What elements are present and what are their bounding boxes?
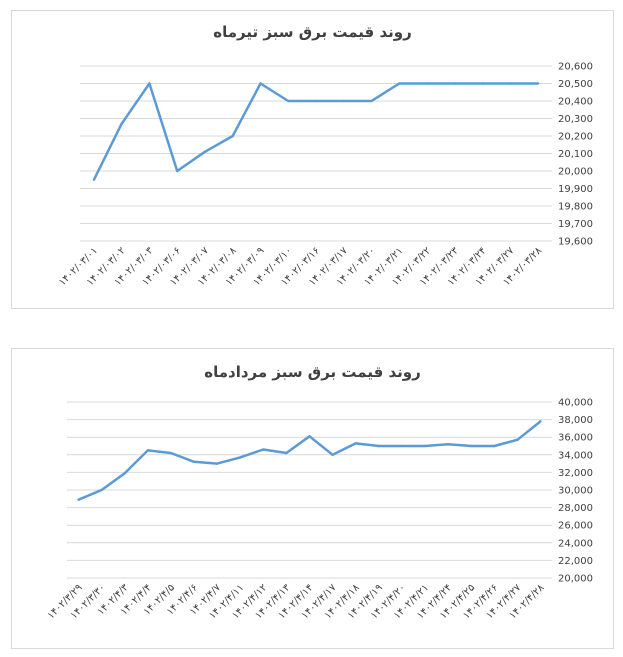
series-line bbox=[92, 82, 539, 181]
data-point bbox=[314, 99, 318, 103]
y-tick-label: 30,000 bbox=[558, 486, 593, 497]
y-tick-label: 20,000 bbox=[558, 167, 593, 178]
data-point bbox=[400, 444, 404, 448]
data-point bbox=[146, 449, 150, 452]
data-point bbox=[148, 82, 151, 85]
data-point bbox=[469, 444, 473, 448]
data-point bbox=[77, 498, 80, 501]
data-point bbox=[331, 453, 334, 456]
y-tick-label: 19,800 bbox=[558, 202, 593, 213]
y-tick-label: 32,000 bbox=[558, 468, 593, 479]
data-point bbox=[481, 82, 484, 85]
chart-mordad: روند قیمت برق سبز مردادماه 20,000 22,000 2… bbox=[11, 348, 614, 649]
data-point bbox=[192, 460, 196, 464]
chart-title: روند قیمت برق سبز تیرماه bbox=[213, 23, 412, 41]
data-point bbox=[215, 462, 219, 465]
y-tick-label: 20,000 bbox=[558, 574, 593, 585]
data-point bbox=[169, 451, 173, 455]
y-tick-label: 22,000 bbox=[558, 556, 593, 567]
y-tick-label: 19,700 bbox=[558, 219, 593, 230]
y-tick-label: 34,000 bbox=[558, 450, 593, 461]
y-tick-label: 20,300 bbox=[558, 114, 593, 125]
y-tick-label: 36,000 bbox=[558, 433, 593, 444]
data-point bbox=[453, 82, 457, 85]
data-point bbox=[493, 444, 496, 448]
data-point bbox=[425, 82, 429, 85]
data-point bbox=[509, 82, 512, 85]
data-point bbox=[516, 438, 519, 442]
y-tick-label: 20,500 bbox=[558, 79, 593, 90]
y-tick-label: 20,400 bbox=[558, 97, 593, 108]
y-tick-label: 19,600 bbox=[558, 237, 593, 248]
data-point bbox=[354, 442, 357, 445]
data-point bbox=[377, 444, 380, 448]
y-tick-label: 28,000 bbox=[558, 503, 593, 514]
chart-tir: روند قیمت برق سبز تیرماه 19,600 19,700 19,… bbox=[11, 10, 614, 309]
data-point bbox=[203, 150, 207, 153]
data-point bbox=[308, 435, 311, 438]
data-point bbox=[123, 472, 126, 475]
y-tick-label: 20,600 bbox=[558, 62, 593, 73]
series-line bbox=[78, 420, 542, 501]
y-tick-label: 26,000 bbox=[558, 521, 593, 532]
y-tick-label: 38,000 bbox=[558, 415, 593, 426]
data-point bbox=[287, 99, 290, 103]
y-tick-label: 19,900 bbox=[558, 184, 593, 195]
data-point bbox=[423, 444, 427, 448]
data-point bbox=[239, 456, 242, 459]
data-point bbox=[536, 82, 540, 85]
chart-plot: 20,000 22,000 24,000 26,000 28,000 30,000 32,0… bbox=[46, 398, 593, 622]
data-point bbox=[370, 99, 373, 103]
data-point bbox=[342, 99, 345, 103]
data-point bbox=[446, 443, 450, 446]
chart-plot: 19,600 19,700 19,800 19,900 20,000 20,100 20,2… bbox=[57, 62, 593, 289]
data-point bbox=[231, 134, 234, 138]
data-point bbox=[120, 122, 123, 125]
data-point bbox=[175, 169, 179, 173]
data-point bbox=[92, 178, 96, 181]
y-tick-label: 20,200 bbox=[558, 132, 593, 143]
data-point bbox=[285, 451, 288, 455]
chart-title: روند قیمت برق سبز مردادماه bbox=[204, 363, 421, 381]
y-tick-label: 40,000 bbox=[558, 398, 593, 409]
data-point bbox=[262, 448, 265, 451]
data-point bbox=[259, 82, 262, 85]
y-tick-label: 24,000 bbox=[558, 538, 593, 549]
data-point bbox=[539, 420, 542, 423]
data-point bbox=[100, 488, 103, 492]
data-point bbox=[398, 82, 401, 85]
y-tick-label: 20,100 bbox=[558, 149, 593, 160]
